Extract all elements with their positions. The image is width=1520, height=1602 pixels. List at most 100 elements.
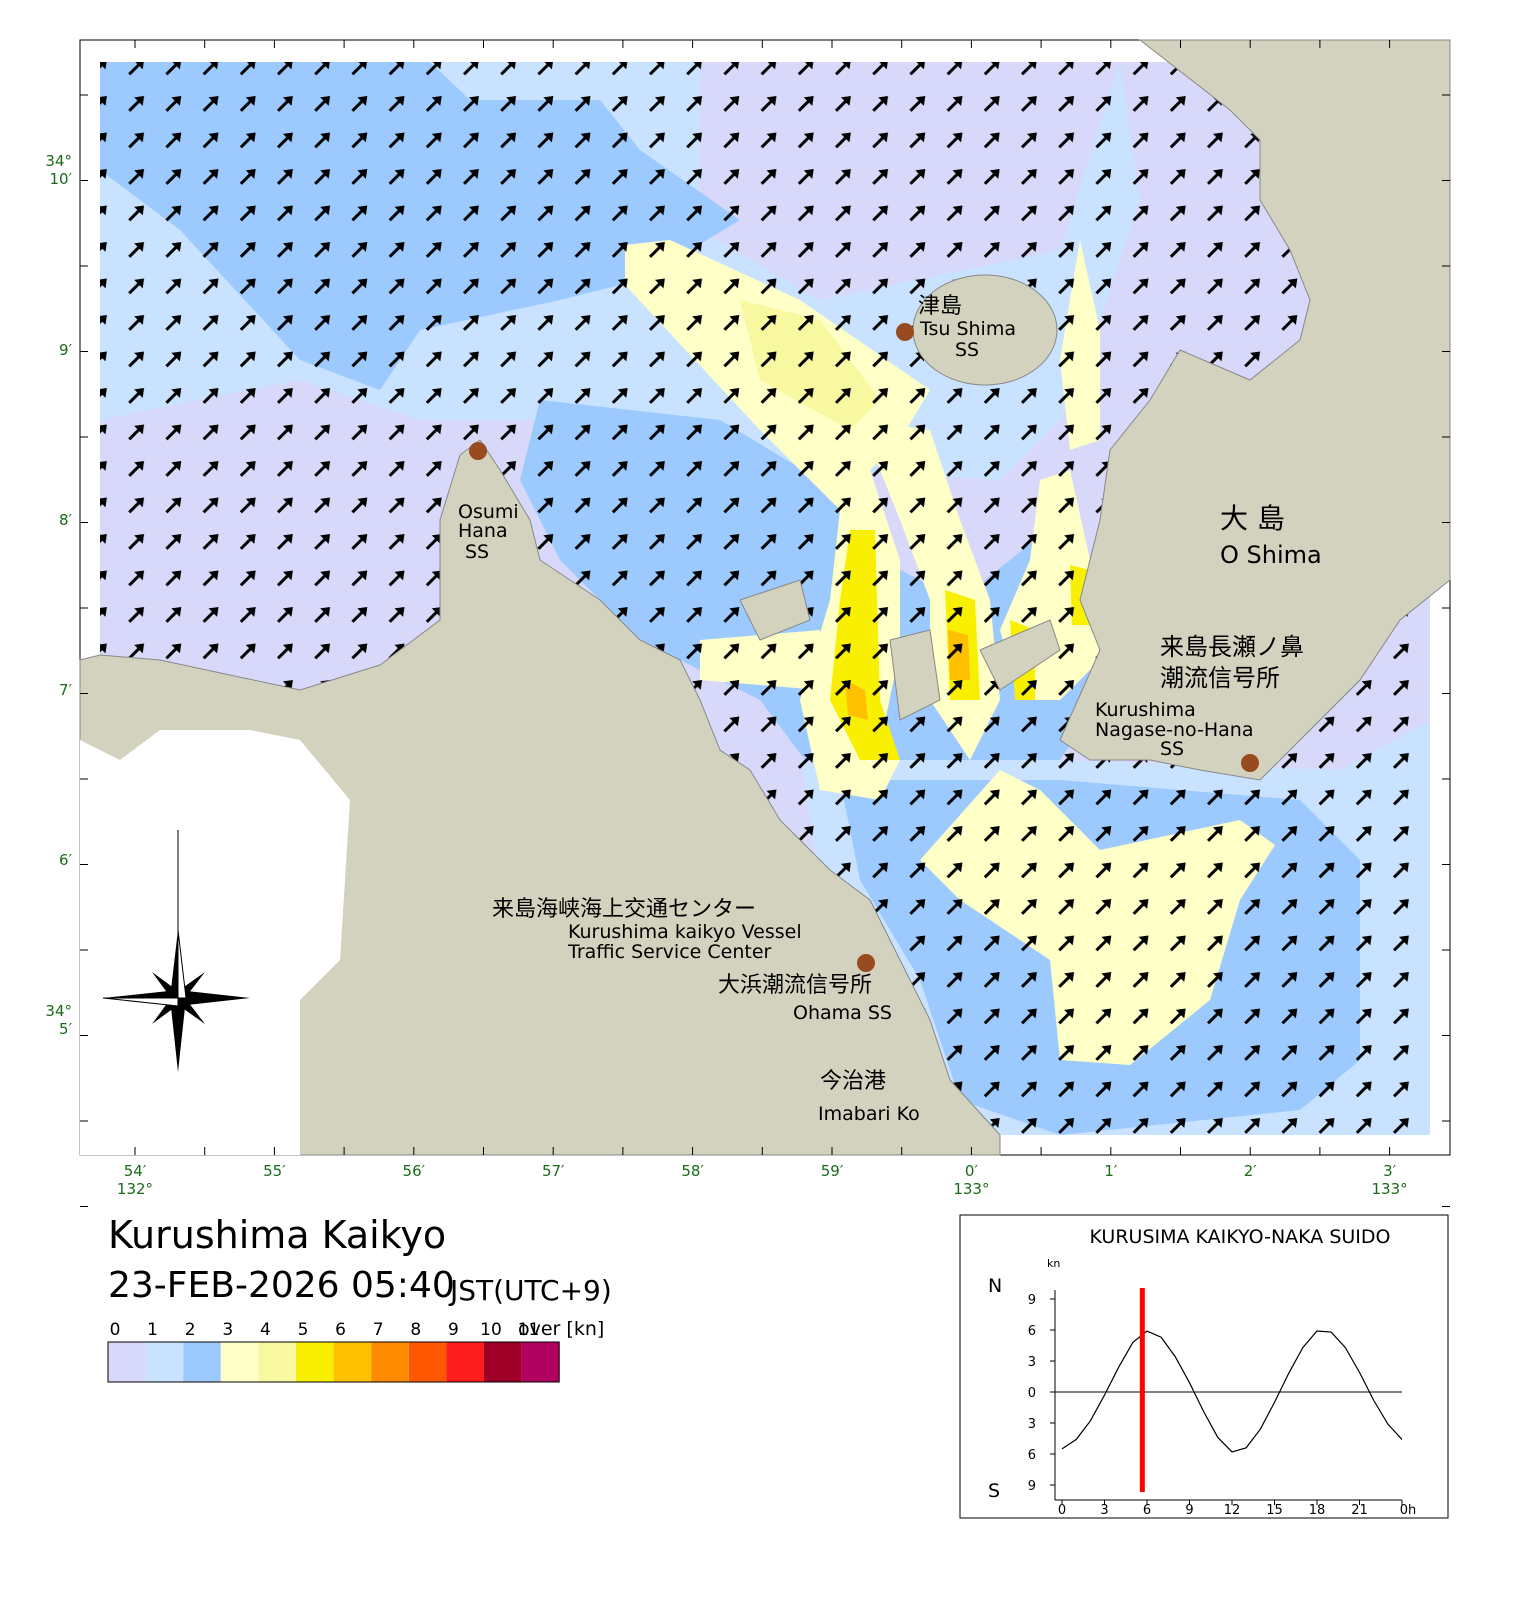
tide-unit: kn xyxy=(1047,1257,1060,1270)
legend-swatch xyxy=(371,1342,409,1382)
x-tick-label: 6 xyxy=(1143,1503,1151,1518)
legend-swatch xyxy=(258,1342,296,1382)
place-label: Kurushima kaikyo Vessel xyxy=(568,921,802,943)
place-label: 来島長瀬ノ鼻 xyxy=(1160,633,1304,661)
lat-tick-label: 7′ xyxy=(59,681,73,699)
y-tick-label: 3 xyxy=(1028,1355,1036,1370)
legend-label: 1 xyxy=(147,1320,158,1340)
place-label: Ohama SS xyxy=(793,1002,892,1024)
lon-tick-label: 58′ xyxy=(681,1162,704,1180)
title: Kurushima Kaikyo xyxy=(108,1213,446,1257)
tide-curve xyxy=(1061,1330,1403,1453)
legend-unit: over [kn] xyxy=(518,1318,604,1340)
map: 津島 Tsu Shima SS Osumi Hana SS 大 島 O Shim… xyxy=(45,39,1451,1207)
legend-label: 9 xyxy=(448,1320,459,1340)
place-label: Kurushima xyxy=(1095,699,1196,721)
x-tick-label: 15 xyxy=(1266,1503,1283,1518)
place-label: 今治港 xyxy=(820,1069,886,1094)
y-tick-label: 9 xyxy=(1028,1479,1036,1494)
lon-tick-label: 132° xyxy=(117,1180,153,1198)
datetime: 23-FEB-2026 05:40 xyxy=(108,1265,455,1306)
legend-label: 8 xyxy=(410,1320,421,1340)
legend-label: 7 xyxy=(373,1320,384,1340)
stations xyxy=(469,323,1259,972)
lon-tick-label: 3′ xyxy=(1383,1162,1397,1180)
place-label: SS xyxy=(955,339,979,361)
legend-swatch xyxy=(220,1342,259,1382)
legend-label: 2 xyxy=(185,1320,196,1340)
x-tick-label: 3 xyxy=(1100,1503,1108,1518)
lat-tick-label: 34° xyxy=(45,1002,72,1020)
legend-border xyxy=(107,1341,560,1383)
compass xyxy=(102,830,250,1072)
lon-tick-label: 56′ xyxy=(403,1162,426,1180)
legend-label: 11 xyxy=(518,1320,540,1340)
legend-label: 10 xyxy=(480,1320,502,1340)
place-label: Hana xyxy=(458,520,508,542)
lat-tick-label: 34° xyxy=(45,152,72,170)
place-label: Tsu Shima xyxy=(919,318,1016,340)
place-label: Nagase-no-Hana xyxy=(1095,719,1254,741)
place-label: 来島海峡海上交通センター xyxy=(492,897,756,922)
header: Kurushima Kaikyo 23-FEB-2026 05:40 JST(U… xyxy=(108,1213,612,1340)
map-labels: 津島 Tsu Shima SS Osumi Hana SS 大 島 O Shim… xyxy=(458,294,1322,1125)
x-tick-label: 21 xyxy=(1351,1503,1368,1518)
legend-swatch xyxy=(521,1342,560,1382)
place-label: SS xyxy=(1160,738,1184,760)
legend-swatch xyxy=(108,1342,146,1382)
legend-label: 6 xyxy=(335,1320,346,1340)
x-tick-label: 0 xyxy=(1058,1503,1066,1518)
tide-chart: KURUSIMA KAIKYO-NAKA SUIDO kn N S 9 6 3 0 3 6… xyxy=(959,1214,1449,1519)
x-tick-label: 9 xyxy=(1185,1503,1193,1518)
lat-tick-label: 9′ xyxy=(59,341,73,359)
lon-tick-label: 57′ xyxy=(542,1162,565,1180)
outside-area xyxy=(80,730,350,1155)
lon-tick-label: 54′ xyxy=(124,1162,147,1180)
y-tick-label: 6 xyxy=(1028,1448,1036,1463)
legend-swatch xyxy=(484,1342,522,1382)
place-label: Imabari Ko xyxy=(818,1103,920,1125)
place-label: 大浜潮流信号所 xyxy=(718,973,872,998)
legend-label: 4 xyxy=(260,1320,271,1340)
lon-tick-label: 0′ xyxy=(965,1162,979,1180)
y-tick-label: 9 xyxy=(1028,1293,1036,1308)
place-label: O Shima xyxy=(1220,541,1322,569)
place-label: 潮流信号所 xyxy=(1160,664,1280,692)
lat-tick-label: 6′ xyxy=(59,851,73,869)
tide-title: KURUSIMA KAIKYO-NAKA SUIDO xyxy=(1089,1226,1390,1248)
lon-tick-label: 59′ xyxy=(821,1162,844,1180)
color-legend: 0 1 2 3 4 5 6 7 8 9 10 11 xyxy=(107,1320,560,1383)
legend-swatch xyxy=(145,1342,184,1382)
tide-frame xyxy=(959,1214,1449,1519)
legend-label: 3 xyxy=(222,1320,233,1340)
place-label: 大 島 xyxy=(1220,502,1285,535)
y-tick-label: 3 xyxy=(1028,1417,1036,1432)
legend-label: 5 xyxy=(298,1320,309,1340)
lon-tick-label: 2′ xyxy=(1244,1162,1258,1180)
lon-tick-label: 55′ xyxy=(263,1162,286,1180)
south-label: S xyxy=(988,1480,1000,1502)
x-tick-label: 18 xyxy=(1309,1503,1326,1518)
north-label: N xyxy=(988,1275,1002,1297)
lat-tick-label: 10′ xyxy=(50,170,73,188)
time-zone: JST(UTC+9) xyxy=(448,1274,612,1307)
legend-label: 0 xyxy=(110,1320,121,1340)
place-label: Osumi xyxy=(458,501,519,523)
y-tick-label: 6 xyxy=(1028,1324,1036,1339)
lat-tick-label: 8′ xyxy=(59,511,73,529)
legend-swatch xyxy=(446,1342,484,1382)
legend-swatch xyxy=(408,1342,447,1382)
lon-tick-label: 133° xyxy=(1372,1180,1408,1198)
place-label: Traffic Service Center xyxy=(567,941,772,963)
legend-swatch xyxy=(183,1342,221,1382)
x-tick-label: 0h xyxy=(1400,1503,1417,1518)
lat-tick-label: 5′ xyxy=(59,1020,73,1038)
place-label: 津島 xyxy=(918,294,962,319)
y-tick-label: 0 xyxy=(1028,1386,1036,1401)
lon-tick-label: 133° xyxy=(953,1180,989,1198)
legend-swatch xyxy=(296,1342,334,1382)
x-tick-label: 12 xyxy=(1224,1503,1241,1518)
place-label: SS xyxy=(465,541,489,563)
legend-swatch xyxy=(333,1342,372,1382)
